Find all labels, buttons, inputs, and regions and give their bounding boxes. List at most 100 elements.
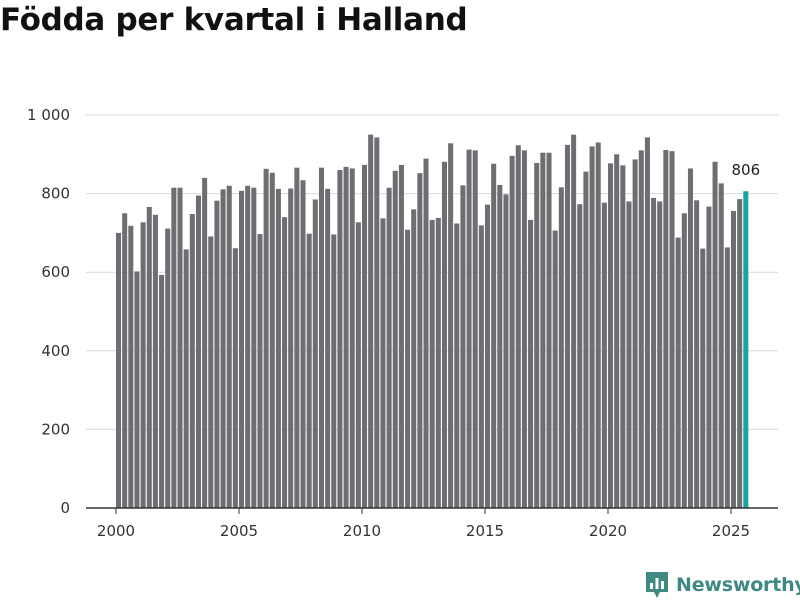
bar bbox=[478, 225, 484, 508]
bar bbox=[503, 194, 509, 508]
brand-name: Newsworthy bbox=[676, 574, 800, 596]
y-tick-label: 0 bbox=[60, 499, 70, 517]
bar bbox=[651, 197, 657, 509]
bar bbox=[257, 234, 263, 508]
bar bbox=[232, 248, 238, 509]
bar bbox=[429, 219, 435, 508]
bar bbox=[343, 166, 349, 508]
bar bbox=[700, 248, 706, 508]
bar bbox=[706, 206, 712, 508]
bar bbox=[275, 188, 281, 508]
bar bbox=[226, 185, 232, 509]
brand-logo[interactable]: Newsworthy bbox=[644, 570, 800, 600]
bar bbox=[497, 184, 503, 508]
bar bbox=[571, 134, 577, 508]
bar bbox=[392, 170, 398, 508]
bar bbox=[337, 170, 343, 508]
bar bbox=[731, 210, 737, 508]
bar bbox=[669, 151, 675, 508]
bar bbox=[632, 159, 638, 508]
bar bbox=[214, 200, 220, 509]
bar bbox=[552, 230, 558, 509]
bar bbox=[116, 232, 122, 508]
bar bbox=[355, 222, 361, 509]
bar bbox=[460, 185, 466, 508]
bar bbox=[558, 187, 564, 508]
bar bbox=[152, 214, 158, 508]
bar bbox=[146, 206, 152, 508]
bar bbox=[620, 165, 626, 509]
bar bbox=[737, 199, 743, 508]
bar bbox=[515, 145, 521, 508]
bar bbox=[491, 163, 497, 509]
bar bbox=[694, 200, 700, 508]
bar bbox=[626, 201, 632, 508]
bar bbox=[368, 134, 374, 508]
bar bbox=[589, 146, 595, 508]
bar bbox=[269, 172, 275, 508]
x-tick-label: 2005 bbox=[220, 522, 258, 540]
bar bbox=[331, 234, 337, 508]
highlight-value-label: 806 bbox=[732, 161, 761, 179]
bar bbox=[583, 171, 589, 508]
bar bbox=[239, 190, 245, 508]
bar bbox=[405, 229, 411, 508]
bar bbox=[159, 274, 165, 508]
bar bbox=[638, 150, 644, 508]
chart-title: Födda per kvartal i Halland bbox=[0, 2, 468, 38]
bar bbox=[417, 173, 423, 508]
bar bbox=[663, 149, 669, 509]
bar bbox=[171, 187, 177, 508]
bar-highlight bbox=[743, 191, 749, 509]
bar bbox=[595, 142, 601, 508]
bar bbox=[263, 168, 269, 508]
bar bbox=[466, 149, 472, 508]
bar bbox=[687, 168, 693, 508]
bar bbox=[644, 137, 650, 508]
bar bbox=[282, 217, 288, 508]
y-axis: 0 200 400 600 800 1 000 bbox=[27, 106, 70, 517]
bar bbox=[294, 167, 300, 508]
bar bbox=[220, 189, 226, 508]
bar bbox=[681, 213, 687, 508]
x-axis: 2000 2005 2010 2015 2020 2025 bbox=[86, 507, 778, 540]
bar bbox=[134, 271, 140, 508]
bar bbox=[128, 225, 134, 508]
y-tick-label: 1 000 bbox=[27, 106, 70, 124]
bar bbox=[202, 177, 208, 508]
bar bbox=[601, 202, 607, 508]
y-tick-label: 400 bbox=[41, 342, 70, 360]
y-tick-label: 800 bbox=[41, 185, 70, 203]
bar bbox=[441, 161, 447, 508]
bar bbox=[435, 217, 441, 508]
bar bbox=[485, 204, 491, 508]
y-tick-label: 600 bbox=[41, 263, 70, 281]
bar bbox=[657, 201, 663, 508]
bar bbox=[300, 180, 306, 509]
bar bbox=[189, 214, 195, 509]
bar bbox=[448, 143, 454, 509]
x-tick-label: 2015 bbox=[466, 522, 504, 540]
bar bbox=[509, 155, 515, 508]
bar bbox=[712, 161, 718, 508]
annotations: 806 bbox=[732, 161, 761, 179]
bar bbox=[183, 249, 189, 508]
bar bbox=[718, 183, 724, 508]
bar bbox=[454, 223, 460, 508]
bars bbox=[116, 134, 749, 509]
bar bbox=[245, 185, 251, 509]
x-tick-label: 2025 bbox=[712, 522, 750, 540]
bar bbox=[528, 219, 534, 508]
y-tick-label: 200 bbox=[41, 420, 70, 438]
bar bbox=[534, 162, 540, 508]
bar bbox=[325, 188, 331, 508]
bar bbox=[140, 222, 146, 509]
bar bbox=[423, 158, 429, 508]
bar bbox=[724, 247, 730, 508]
bar bbox=[521, 150, 527, 508]
bar bbox=[318, 167, 324, 508]
bar bbox=[675, 237, 681, 508]
bar bbox=[195, 195, 201, 508]
bar bbox=[208, 236, 214, 508]
